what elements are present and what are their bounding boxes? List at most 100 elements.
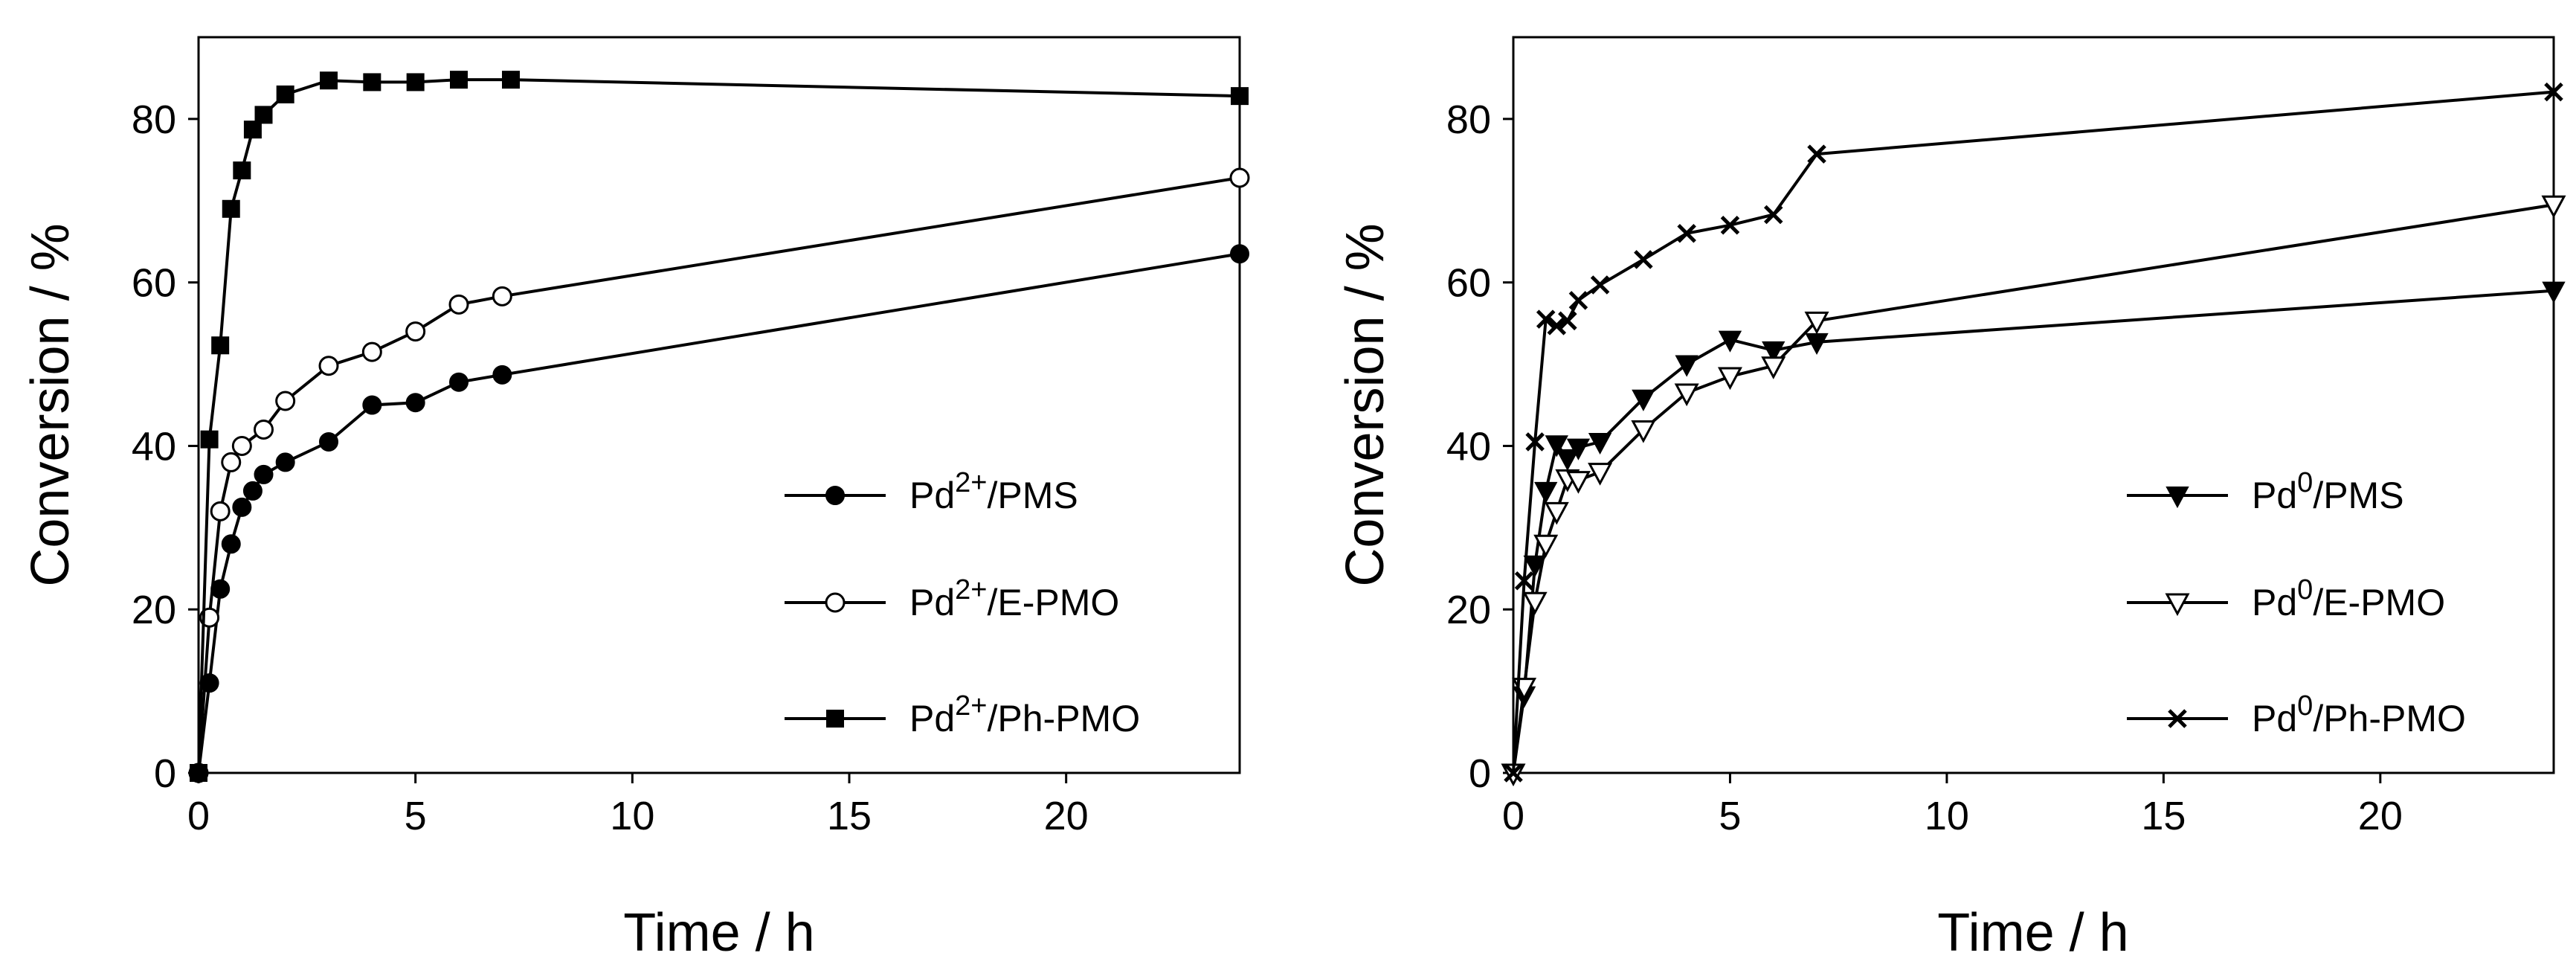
- right-y-tick-label: 80: [1446, 97, 1491, 142]
- left-data-point-series-2: [1231, 87, 1249, 106]
- right-x-tick-label: 0: [1502, 794, 1524, 838]
- right-x-tick-label: 20: [2358, 794, 2403, 838]
- left-data-point-series-2: [502, 71, 520, 89]
- left-data-point-series-2: [406, 73, 425, 92]
- right-legend-label-2: Pd0/Ph-PMO: [2252, 690, 2466, 739]
- left-data-point-series-2: [450, 71, 468, 89]
- left-y-tick-label: 80: [132, 97, 176, 142]
- left-data-point-series-2: [211, 336, 230, 355]
- legend-label-main: Pd: [909, 698, 955, 739]
- left-chart-panel: 0 5 10 15 20 0 20 40 60 80 Time / h Conversion / % P…: [21, 36, 1250, 963]
- left-x-tick-label: 15: [827, 794, 872, 838]
- right-y-tick-label: 0: [1469, 751, 1491, 796]
- right-data-point-series-0: [1545, 435, 1568, 458]
- left-x-tick-label: 5: [405, 794, 427, 838]
- left-legend-marker-2: [826, 710, 844, 728]
- right-legend-marker-2: [2168, 709, 2187, 728]
- right-legend-label-1: Pd0/E-PMO: [2252, 574, 2445, 623]
- right-data-point-series-0: [1566, 438, 1591, 460]
- legend-label-superscript: 2+: [955, 690, 987, 722]
- left-data-point-series-2: [363, 73, 381, 92]
- left-data-point-series-0: [319, 431, 338, 452]
- left-data-point-series-0: [242, 481, 263, 501]
- left-data-point-series-2: [222, 199, 240, 218]
- left-data-point-series-0: [254, 464, 274, 484]
- legend-label-superscript: 2+: [955, 574, 987, 606]
- legend-label-rest: /Ph-PMO: [988, 698, 1141, 739]
- left-data-point-series-1: [210, 501, 231, 521]
- legend-label-superscript: 0: [2297, 467, 2313, 498]
- right-data-point-series-1: [1761, 356, 1786, 379]
- left-data-point-series-1: [361, 341, 382, 362]
- right-data-point-series-1: [2541, 195, 2566, 219]
- right-data-point-series-2: [2544, 82, 2563, 102]
- left-x-axis-title: Time / h: [623, 903, 814, 963]
- left-data-point-series-2: [254, 106, 273, 124]
- right-data-point-series-1: [1717, 367, 1742, 391]
- left-data-point-series-1: [1229, 167, 1250, 188]
- right-y-axis-title: Conversion / %: [1336, 223, 1395, 586]
- left-y-axis-title: Conversion / %: [21, 223, 80, 586]
- legend-label-main: Pd: [2252, 582, 2297, 623]
- left-data-point-series-1: [231, 435, 252, 456]
- left-data-point-series-2: [320, 71, 338, 90]
- right-data-point-series-1: [1522, 591, 1548, 615]
- right-data-point-series-1: [1674, 383, 1699, 407]
- left-plot-frame: [197, 36, 1241, 774]
- left-legend-marker-0: [825, 486, 845, 505]
- legend-label-superscript: 0: [2297, 690, 2313, 722]
- left-x-tick-label: 20: [1044, 794, 1089, 838]
- right-plot-frame: [1512, 36, 2555, 774]
- right-chart-panel: 0 5 10 15 20 0 20 40 60 80 Time / h Conversion / % P…: [1336, 36, 2566, 963]
- left-series-line-0: [197, 252, 1240, 774]
- legend-label-main: Pd: [909, 582, 955, 623]
- left-data-point-series-1: [448, 294, 469, 315]
- right-data-point-series-2: [1514, 571, 1534, 591]
- left-data-point-series-1: [254, 419, 274, 440]
- left-x-tick-label: 10: [610, 794, 654, 838]
- legend-label-main: Pd: [2252, 698, 2297, 739]
- right-y-tick-label: 20: [1446, 588, 1491, 632]
- right-data-point-series-1: [1804, 311, 1829, 335]
- left-series-line-2: [197, 78, 1240, 774]
- legend-label-main: Pd: [2252, 475, 2297, 516]
- right-data-point-series-2: [1504, 763, 1523, 783]
- left-data-point-series-2: [233, 161, 251, 180]
- left-data-point-series-0: [1230, 244, 1249, 264]
- left-data-point-series-2: [276, 85, 294, 103]
- right-legend-marker-0: [2166, 487, 2189, 509]
- legend-label-rest: /PMS: [988, 475, 1078, 516]
- left-y-tick-label: 60: [132, 261, 176, 306]
- right-data-point-series-0: [1632, 389, 1655, 411]
- left-data-point-series-1: [405, 321, 426, 342]
- legend-label-main: Pd: [909, 475, 955, 516]
- left-legend-label-1: Pd2+/E-PMO: [909, 574, 1119, 623]
- right-data-point-series-1: [1631, 420, 1656, 443]
- left-data-point-series-0: [405, 393, 425, 413]
- right-data-point-series-1: [1544, 501, 1569, 525]
- left-data-point-series-1: [492, 286, 512, 306]
- left-legend-label-2: Pd2+/Ph-PMO: [909, 690, 1140, 739]
- left-data-point-series-0: [449, 372, 468, 392]
- left-data-point-series-1: [318, 356, 339, 376]
- left-legend-marker-1: [825, 592, 846, 613]
- right-data-point-series-2: [1634, 250, 1653, 269]
- right-data-point-series-2: [1590, 275, 1610, 295]
- right-data-point-series-2: [1763, 205, 1783, 225]
- left-legend-label-0: Pd2+/PMS: [909, 467, 1078, 516]
- right-data-point-series-2: [1677, 223, 1696, 243]
- right-data-point-series-0: [1556, 449, 1580, 472]
- right-data-point-series-2: [1807, 144, 1826, 164]
- legend-label-rest: /PMS: [2313, 475, 2403, 516]
- right-data-point-series-2: [1568, 291, 1588, 310]
- right-data-point-series-0: [1534, 481, 1558, 504]
- right-x-tick-label: 15: [2141, 794, 2186, 838]
- left-data-point-series-0: [221, 534, 241, 554]
- right-data-point-series-1: [1533, 534, 1559, 558]
- left-data-point-series-0: [492, 365, 512, 385]
- left-data-point-series-2: [190, 764, 207, 782]
- right-data-point-series-0: [1588, 432, 1612, 455]
- right-x-tick-label: 10: [1925, 794, 1969, 838]
- left-y-tick-label: 0: [154, 751, 176, 796]
